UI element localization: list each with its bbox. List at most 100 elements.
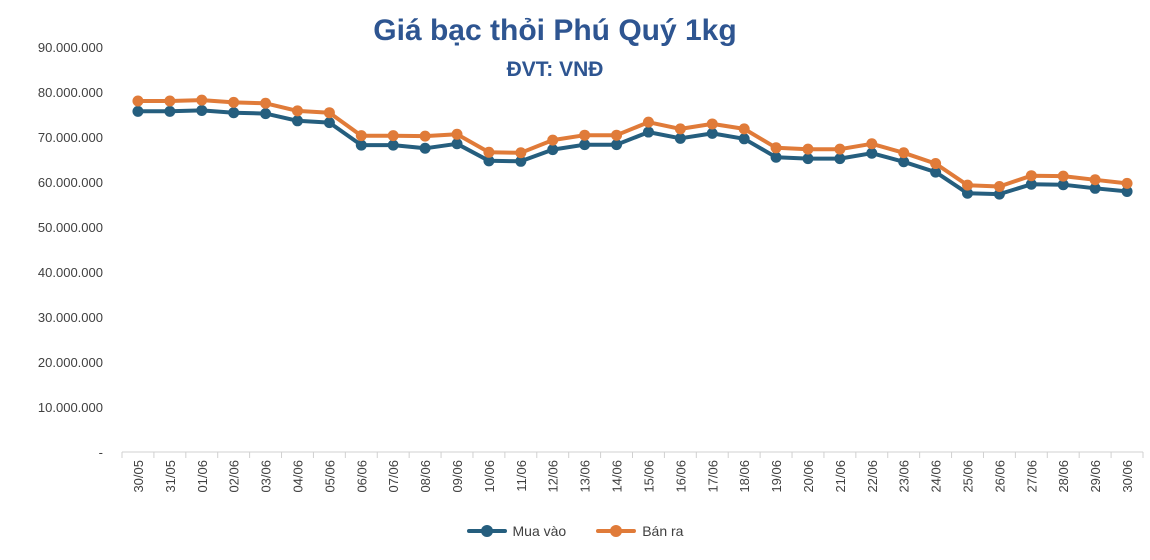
data-point: [738, 123, 750, 135]
data-point: [355, 139, 367, 151]
x-tick-label: 24/06: [929, 460, 944, 493]
data-point: [515, 155, 527, 167]
data-point: [770, 142, 782, 154]
legend-item-ban-ra: Bán ra: [596, 523, 683, 539]
data-point: [419, 130, 431, 142]
x-tick-label: 15/06: [641, 460, 656, 493]
y-tick-label: 10.000.000: [38, 400, 103, 415]
line-chart: - 10.000.000 20.000.000 30.000.000 40.000.00…: [38, 40, 1144, 493]
x-tick-label: 09/06: [450, 460, 465, 493]
data-point: [866, 138, 878, 150]
data-point: [993, 181, 1005, 192]
y-tick-label: 20.000.000: [38, 355, 103, 370]
data-point: [706, 118, 718, 130]
data-point: [642, 116, 654, 128]
x-tick-label: 16/06: [673, 460, 688, 493]
data-point: [196, 104, 208, 116]
data-point: [323, 107, 335, 119]
x-tick-label: 18/06: [737, 460, 752, 493]
data-point: [962, 179, 974, 191]
data-point: [355, 130, 367, 142]
y-tick-label: 80.000.000: [38, 85, 103, 100]
data-point: [515, 147, 527, 159]
x-tick-label: 25/06: [961, 460, 976, 493]
data-point: [1121, 177, 1133, 189]
x-tick-label: 11/06: [514, 460, 529, 492]
x-tick-label: 20/06: [801, 460, 816, 493]
data-point: [228, 107, 240, 119]
data-point: [132, 95, 144, 107]
data-point: [196, 94, 208, 106]
data-point: [866, 147, 878, 159]
chart-title: Giá bạc thỏi Phú Quý 1kg: [373, 14, 737, 47]
x-tick-label: 04/06: [290, 460, 305, 493]
x-tick-label: 19/06: [769, 460, 784, 493]
data-point: [323, 117, 335, 129]
chart-subtitle: ĐVT: VNĐ: [506, 58, 604, 81]
data-point: [547, 144, 559, 156]
legend-label-mua-vao: Mua vào: [512, 523, 567, 539]
data-point: [834, 143, 846, 155]
data-point: [164, 95, 176, 107]
data-point: [260, 97, 272, 109]
data-point: [1121, 185, 1133, 197]
x-tick-label: 31/05: [163, 460, 178, 493]
x-tick-label: 10/06: [482, 460, 497, 493]
data-point: [132, 105, 144, 117]
legend-item-mua-vao: Mua vào: [466, 523, 567, 539]
legend-marker-ban-ra: [596, 525, 637, 537]
data-point: [802, 153, 814, 165]
data-point: [706, 127, 718, 139]
data-point: [579, 129, 591, 141]
x-tick-label: 27/06: [1024, 460, 1039, 493]
data-point: [419, 142, 431, 154]
data-point: [483, 146, 495, 158]
x-tick-label: 30/05: [131, 460, 146, 493]
x-tick-label: 28/06: [1056, 460, 1071, 493]
legend-marker-mua-vao: [466, 525, 507, 537]
x-tick-label: 22/06: [865, 460, 880, 493]
x-tick-label: 12/06: [546, 460, 561, 493]
y-tick-label: 70.000.000: [38, 130, 103, 145]
data-point: [898, 147, 910, 159]
x-tick-label: 01/06: [195, 460, 210, 493]
data-point: [611, 129, 623, 141]
data-point: [1025, 178, 1037, 190]
data-point: [930, 166, 942, 178]
data-point: [611, 139, 623, 151]
y-tick-label: 90.000.000: [38, 40, 103, 55]
data-point: [451, 138, 463, 150]
data-point: [387, 139, 399, 151]
x-tick-label: 17/06: [705, 460, 720, 493]
data-point: [387, 130, 399, 142]
x-tick-label: 13/06: [578, 460, 593, 493]
data-point: [579, 139, 591, 151]
x-tick-label: 21/06: [833, 460, 848, 493]
y-tick-label: 60.000.000: [38, 175, 103, 190]
y-tick-label: 40.000.000: [38, 265, 103, 280]
data-point: [962, 187, 974, 199]
data-point: [547, 134, 559, 146]
x-tick-label: 06/06: [354, 460, 369, 493]
x-tick-label: 08/06: [418, 460, 433, 493]
data-point: [642, 126, 654, 138]
data-point: [164, 105, 176, 117]
data-point: [1089, 174, 1101, 186]
data-point: [993, 188, 1005, 200]
x-tick-label: 29/06: [1088, 460, 1103, 493]
x-tick-label: 02/06: [227, 460, 242, 493]
x-tick-label: 07/06: [386, 460, 401, 493]
data-point: [1089, 182, 1101, 194]
data-point: [802, 143, 814, 155]
y-tick-label: -: [99, 445, 103, 460]
data-point: [291, 105, 303, 117]
data-point: [674, 132, 686, 144]
x-tick-label: 30/06: [1120, 460, 1135, 493]
data-point: [260, 108, 272, 120]
data-point: [674, 123, 686, 135]
data-point: [1057, 170, 1069, 182]
data-point: [1025, 170, 1037, 182]
data-point: [291, 115, 303, 127]
data-point: [834, 153, 846, 165]
data-point: [770, 151, 782, 163]
